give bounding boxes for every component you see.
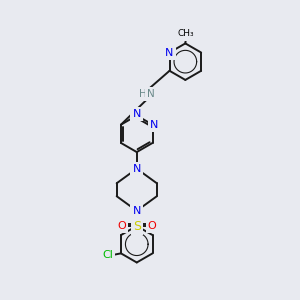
Text: N: N	[165, 47, 174, 58]
Text: O: O	[117, 221, 126, 231]
Text: N: N	[133, 109, 141, 119]
Text: Cl: Cl	[102, 250, 113, 260]
Text: N: N	[147, 89, 155, 99]
Text: CH₃: CH₃	[178, 29, 194, 38]
Text: N: N	[133, 206, 141, 216]
Text: S: S	[133, 220, 141, 232]
Text: O: O	[148, 221, 156, 231]
Text: N: N	[150, 120, 158, 130]
Text: N: N	[133, 164, 141, 174]
Text: H: H	[139, 89, 146, 99]
